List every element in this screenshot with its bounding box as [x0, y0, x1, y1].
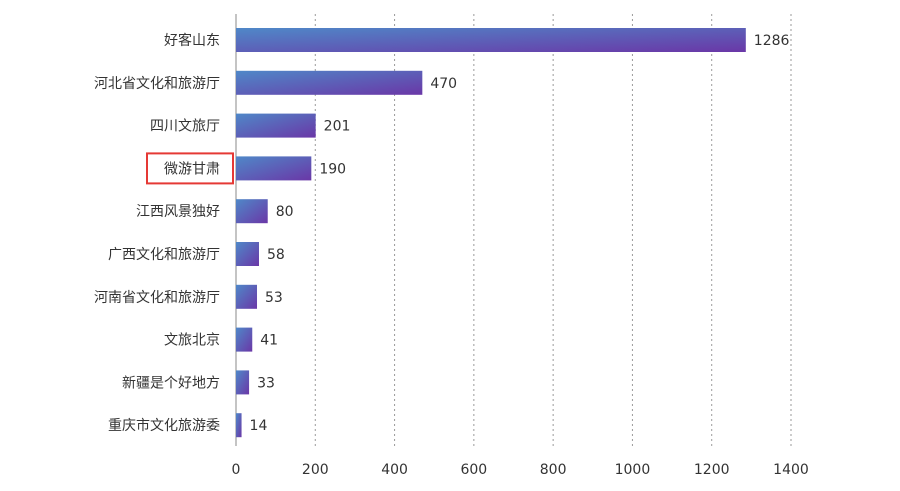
category-label-8: 文旅北京 [164, 333, 220, 349]
value-label-3: 201 [324, 119, 351, 135]
bar-5 [236, 199, 268, 224]
category-label-7: 河南省文化和旅游厅 [94, 290, 220, 306]
value-label-9: 33 [257, 375, 275, 391]
bar-7 [236, 284, 258, 309]
x-axis-ticks: 0 200 400 600 800 1000 1200 1400 [232, 462, 809, 478]
bar-2 [236, 70, 423, 95]
bar-8 [236, 327, 253, 352]
category-label-5: 江西风景独好 [136, 204, 220, 220]
bar-layer [236, 28, 746, 438]
highlight-box [146, 152, 234, 185]
x-tick-label-800: 800 [540, 462, 567, 478]
value-label-5: 80 [276, 204, 294, 220]
value-label-6: 58 [267, 247, 285, 263]
bar-6 [236, 242, 259, 266]
value-label-4: 190 [319, 161, 346, 177]
label-layer: 好客山东 1286 河北省文化和旅游厅 470 四川文旅厅 201 微游甘肃 190 江西风景独… [94, 32, 790, 434]
bar-3 [236, 113, 316, 138]
x-tick-label-1200: 1200 [694, 462, 730, 478]
bar-4 [236, 156, 312, 181]
category-label-9: 新疆是个好地方 [122, 375, 220, 391]
value-label-7: 53 [265, 290, 283, 306]
category-label-2: 河北省文化和旅游厅 [94, 76, 220, 92]
value-label-10: 14 [250, 418, 268, 434]
category-label-3: 四川文旅厅 [150, 119, 220, 135]
x-tick-label-1400: 1400 [773, 462, 809, 478]
value-label-8: 41 [260, 333, 278, 349]
category-label-4: 微游甘肃 [164, 161, 220, 177]
x-tick-label-0: 0 [232, 462, 241, 478]
bar-1 [236, 28, 746, 52]
value-label-1: 1286 [754, 33, 790, 49]
x-tick-label-200: 200 [302, 462, 329, 478]
x-tick-label-600: 600 [460, 462, 487, 478]
category-label-6: 广西文化和旅游厅 [108, 247, 220, 263]
x-tick-label-1000: 1000 [615, 462, 651, 478]
value-label-2: 470 [430, 76, 457, 92]
bar-10 [236, 413, 242, 438]
category-label-1: 好客山东 [164, 32, 220, 49]
category-label-10: 重庆市文化旅游委 [108, 417, 220, 434]
x-tick-label-400: 400 [381, 462, 408, 478]
bar-9 [236, 370, 250, 395]
